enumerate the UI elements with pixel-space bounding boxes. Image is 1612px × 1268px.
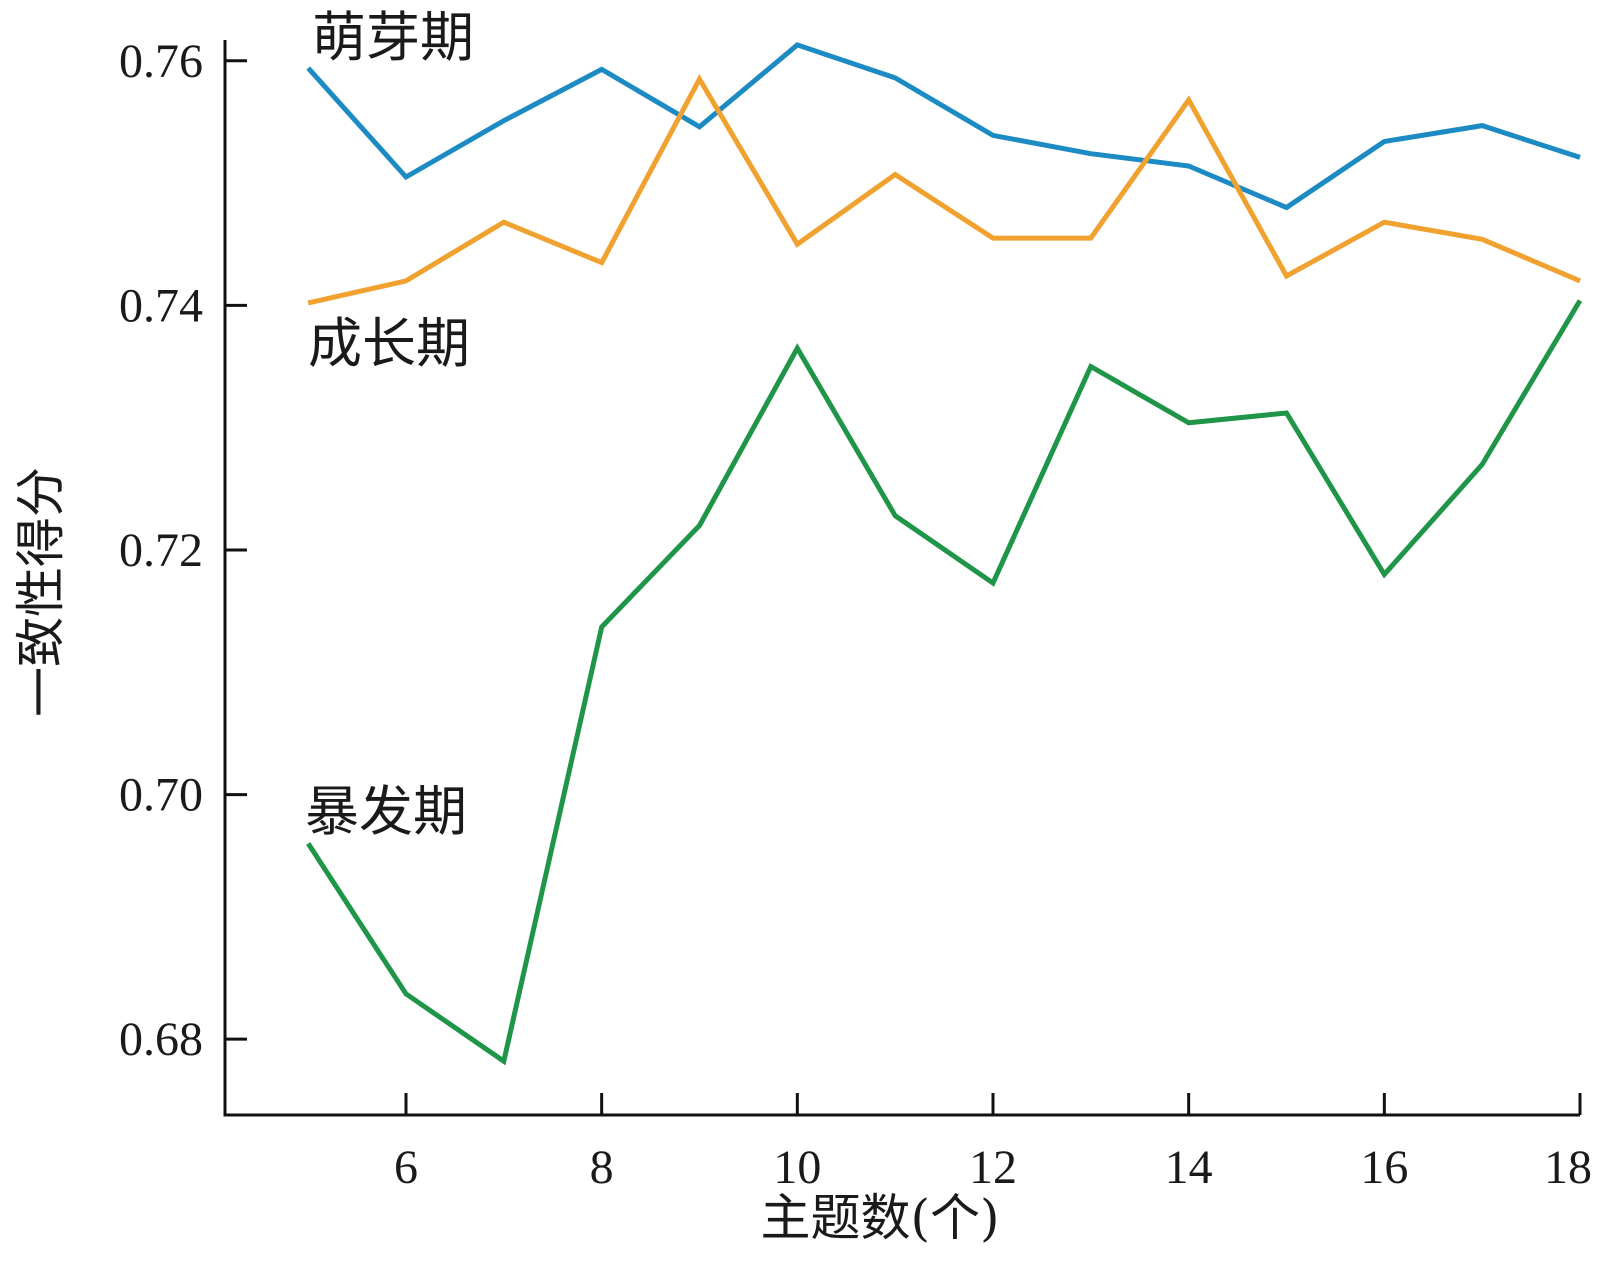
- y-tick-label: 0.68: [119, 1013, 203, 1066]
- x-tick-label: 18: [1544, 1141, 1592, 1194]
- series-line-3: [306, 299, 1583, 1066]
- x-axis-title: 主题数(个): [760, 1189, 999, 1247]
- y-axis-title: 一致性得分: [12, 467, 70, 717]
- x-tick-label: 10: [773, 1141, 821, 1194]
- series-label-2: 成长期: [308, 312, 470, 375]
- y-tick-label: 0.76: [119, 35, 203, 88]
- x-tick-label: 16: [1360, 1141, 1408, 1194]
- axes: [223, 40, 1582, 1117]
- series-label-1: 萌芽期: [312, 6, 474, 69]
- x-tick-label: 8: [590, 1141, 614, 1194]
- series-lines: [306, 42, 1583, 1066]
- series-line-1: [306, 42, 1581, 211]
- x-tick-label: 12: [969, 1141, 1017, 1194]
- y-tick-label: 0.70: [119, 769, 203, 822]
- y-tick-label: 0.72: [119, 524, 203, 577]
- y-axis-ticks: 0.68 0.70 0.72 0.74 0.76: [119, 35, 247, 1066]
- y-tick-label: 0.74: [119, 279, 203, 332]
- x-tick-label: 14: [1165, 1141, 1213, 1194]
- series-line-2: [307, 74, 1581, 306]
- x-tick-label: 6: [394, 1141, 418, 1194]
- axes-frame: [223, 40, 1580, 1117]
- series-label-3: 暴发期: [305, 780, 467, 843]
- x-axis-ticks: 6 8 10 12 14 16 18: [394, 1093, 1592, 1194]
